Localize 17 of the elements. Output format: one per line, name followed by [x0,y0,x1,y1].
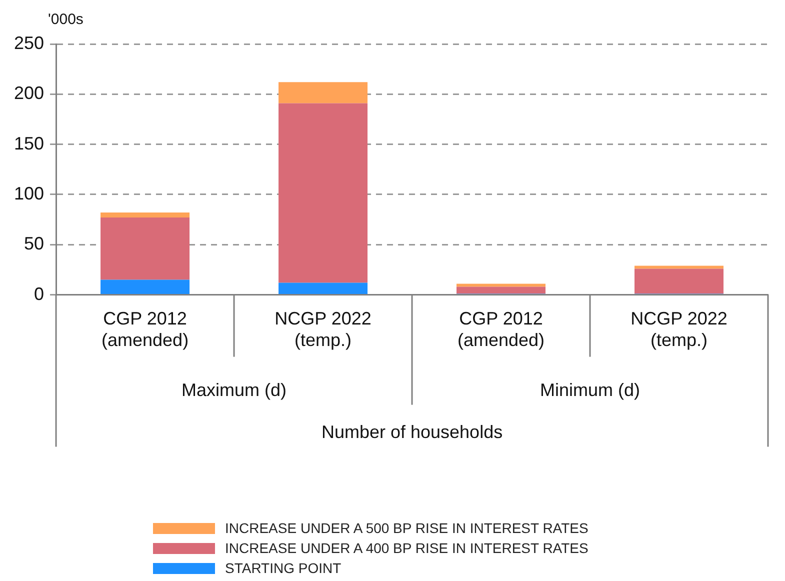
x-tick-label: CGP 2012 (amended) [102,308,189,350]
text: Maximum (d) [182,380,287,400]
x-axis-title: Number of households [321,422,503,442]
text: Minimum (d) [540,380,640,400]
x-tick-label: NCGP 2022 (temp.) [274,308,372,350]
y-tick-label: 0 [34,284,44,304]
x-tick-label: CGP 2012 (amended) [457,308,545,350]
y-tick-label: 250 [14,32,44,53]
y-axis-title: '000s [48,11,84,28]
y-tick-label: 200 [14,83,44,104]
legend-label: INCREASE UNDER A 400 BP RISE IN INTEREST RATES [225,539,588,558]
y-tick-label: 50 [24,234,44,254]
x-tick-label: NCGP 2022 (temp.) [630,308,728,350]
legend-label: INCREASE UNDER A 500 BP RISE IN INTEREST RATES [225,519,588,538]
legend-label: STARTING POINT [225,559,342,578]
y-tick-label: 100 [14,183,44,204]
y-tick-label: 150 [14,133,44,154]
